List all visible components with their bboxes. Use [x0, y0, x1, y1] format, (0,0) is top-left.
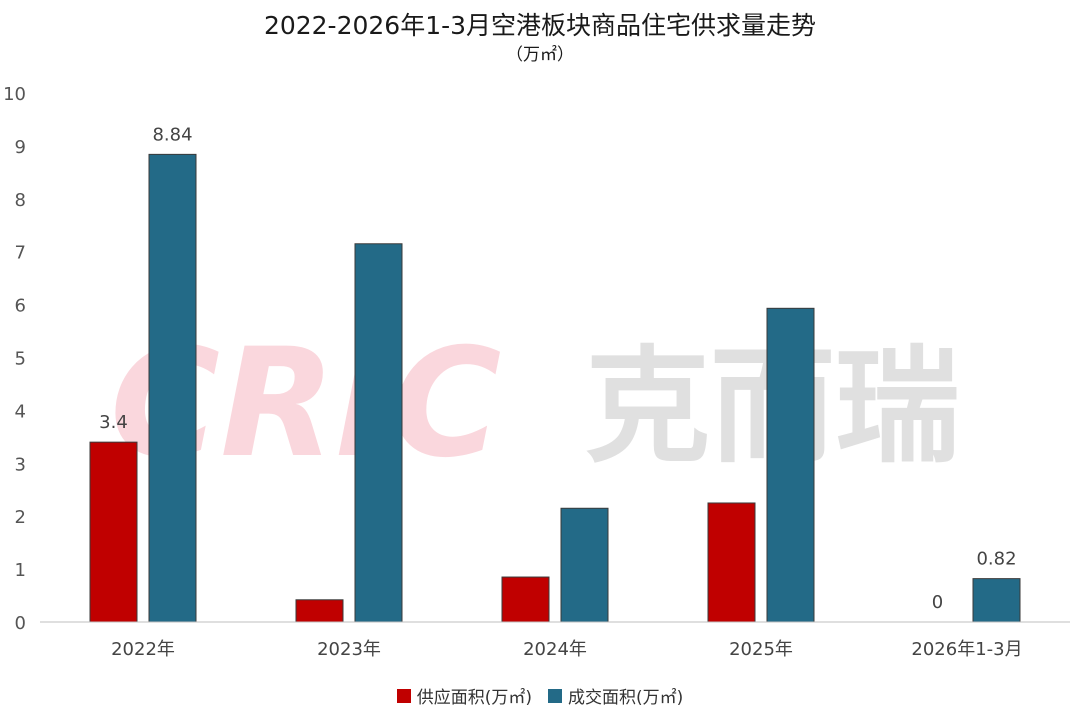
bar-supply-1: [295, 599, 344, 623]
x-tick-label: 2025年: [729, 639, 793, 660]
y-tick-label: 2: [15, 507, 26, 528]
y-tick-label: 5: [15, 349, 26, 370]
y-tick-label: 10: [3, 84, 26, 105]
bar-deal-0: [148, 153, 197, 623]
bars-group: [89, 153, 1021, 623]
y-tick-label: 1: [15, 560, 26, 581]
cric-watermark: CRIC 克而瑞: [110, 317, 960, 491]
legend-label-supply: 供应面积(万㎡): [416, 688, 532, 708]
bar-deal-3: [766, 307, 815, 623]
bar-deal-4: [972, 578, 1021, 623]
legend-item-deal: 成交面积(万㎡): [548, 683, 683, 708]
bar-supply-0: [89, 441, 138, 623]
legend-swatch-deal: [548, 688, 562, 703]
data-label: 0: [932, 592, 943, 613]
x-axis: 2022年 2023年 2024年 2025年 2026年1-3月: [111, 639, 1023, 660]
y-tick-label: 0: [15, 613, 26, 634]
bar-deal-1: [354, 243, 403, 623]
y-tick-label: 3: [15, 454, 26, 475]
y-tick-label: 9: [15, 137, 26, 158]
data-labels-group: 3.4 8.84 0 0.82: [99, 124, 1016, 613]
chart-title: 2022-2026年1-3月空港板块商品住宅供求量走势: [263, 11, 817, 40]
y-tick-label: 8: [15, 190, 26, 211]
legend: 供应面积(万㎡) 成交面积(万㎡): [0, 683, 1080, 708]
x-tick-label: 2024年: [523, 639, 587, 660]
bar-deal-2: [560, 507, 609, 623]
legend-swatch-supply: [396, 688, 411, 703]
x-tick-label: 2026年1-3月: [911, 639, 1022, 660]
legend-item-supply: 供应面积(万㎡): [396, 683, 532, 708]
y-tick-label: 7: [15, 243, 26, 264]
data-label: 3.4: [99, 412, 128, 433]
y-axis: 0 1 2 3 4 5 6 7 8 9 10: [3, 84, 26, 634]
y-tick-label: 4: [15, 401, 26, 422]
bar-supply-3: [707, 502, 756, 623]
x-tick-label: 2023年: [317, 639, 381, 660]
chart-subtitle: （万㎡）: [506, 45, 574, 65]
legend-label-deal: 成交面积(万㎡): [568, 688, 684, 708]
y-tick-label: 6: [15, 296, 26, 317]
data-label: 8.84: [152, 124, 192, 145]
bar-supply-2: [501, 576, 550, 623]
x-tick-label: 2022年: [111, 639, 175, 660]
data-label: 0.82: [976, 549, 1016, 570]
